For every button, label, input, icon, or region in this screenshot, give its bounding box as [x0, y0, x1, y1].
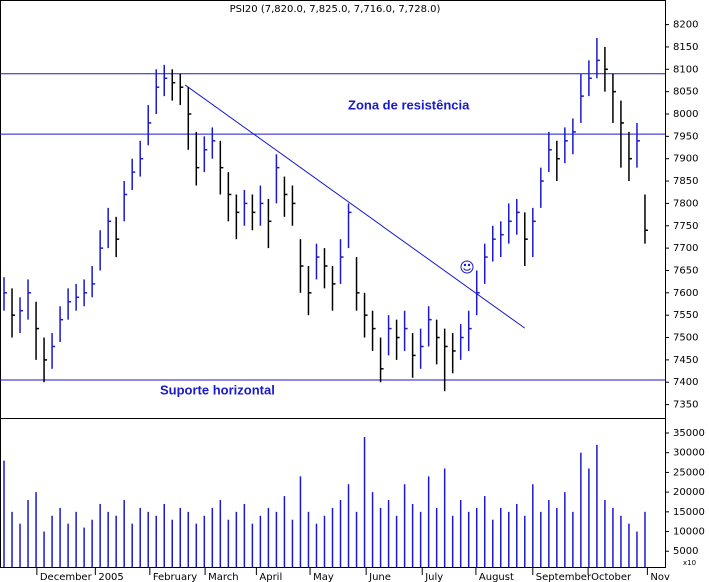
volume-tick-label: 10000 [673, 527, 705, 538]
y-tick-label: 8100 [673, 64, 698, 75]
y-tick-label: 7450 [673, 355, 698, 366]
chart-title: PSI20 (7,820.0, 7,825.0, 7,716.0, 7,728.… [230, 4, 441, 15]
x-tick-label: December [40, 572, 93, 582]
x-tick-label: May [313, 572, 334, 582]
support-label: Suporte horizontal [160, 382, 275, 397]
x-tick-label: September [536, 572, 592, 582]
y-tick-label: 8150 [673, 42, 698, 53]
volume-unit: x10 [683, 559, 696, 567]
y-tick-label: 7850 [673, 176, 698, 187]
x-tick-label: June [368, 572, 391, 582]
y-tick-label: 8200 [673, 20, 698, 31]
volume-tick-label: 20000 [673, 487, 705, 498]
trend-line [184, 84, 526, 329]
volume-tick-label: 25000 [673, 467, 705, 478]
volume-tick-label: 30000 [673, 448, 705, 459]
y-tick-label: 7700 [673, 243, 698, 254]
x-tick-label: October [591, 572, 632, 582]
y-tick-label: 8000 [673, 109, 698, 120]
y-tick-label: 8050 [673, 87, 698, 98]
y-tick-label: 7550 [673, 310, 698, 321]
x-tick-label: 2005 [98, 572, 123, 582]
y-tick-label: 7400 [673, 377, 698, 388]
x-tick-label: Nov [650, 572, 670, 582]
y-tick-label: 7950 [673, 131, 698, 142]
y-tick-label: 7350 [673, 400, 698, 411]
y-tick-label: 7750 [673, 221, 698, 232]
x-tick-label: February [153, 572, 197, 582]
volume-tick-label: 35000 [673, 428, 705, 439]
x-tick-label: March [208, 572, 238, 582]
y-tick-label: 7600 [673, 288, 698, 299]
smiley [460, 260, 474, 274]
x-tick-label: April [259, 572, 282, 582]
y-tick-label: 7650 [673, 265, 698, 276]
y-tick-label: 7900 [673, 154, 698, 165]
resistance-label: Zona de resistência [348, 97, 470, 112]
volume-tick-label: 5000 [673, 546, 698, 557]
volume-tick-label: 15000 [673, 507, 705, 518]
y-tick-label: 7500 [673, 333, 698, 344]
x-tick-label: August [479, 572, 514, 582]
y-tick-label: 7800 [673, 198, 698, 209]
x-tick-label: July [424, 572, 443, 582]
